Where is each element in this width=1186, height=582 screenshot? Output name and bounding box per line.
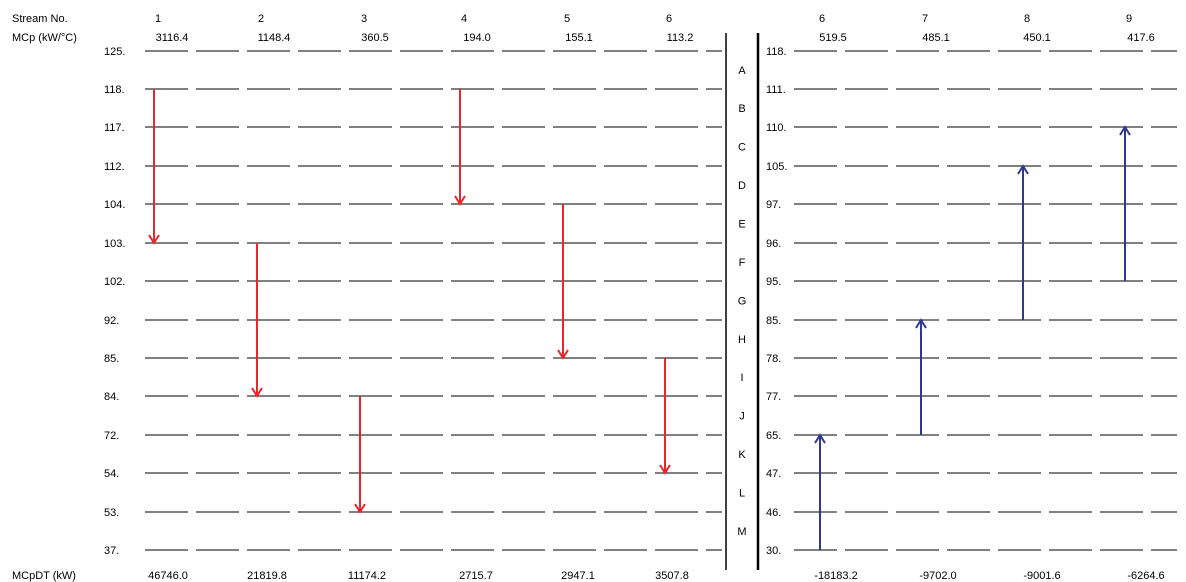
cold-temp-label: 105.	[766, 161, 787, 173]
hot-stream-arrowhead	[354, 503, 366, 514]
hot-stream-mcpdt: 46746.0	[148, 570, 188, 582]
cold-temp-label: 47.	[766, 468, 781, 480]
hot-stream-number: 1	[155, 13, 161, 25]
interval-letters: A B C D E F G H I J K L M	[737, 65, 746, 538]
hot-temp-label: 53.	[104, 507, 119, 519]
hot-temp-label: 117.	[104, 122, 125, 134]
interval-letter: K	[738, 449, 746, 461]
hot-cold-divider	[725, 33, 760, 570]
hot-stream-mcpdt: 2715.7	[459, 570, 493, 582]
hot-stream-mcp: 155.1	[565, 32, 593, 44]
hot-temp-label: 54.	[104, 468, 119, 480]
interval-letter: L	[739, 488, 745, 500]
hot-stream-mcpdt: 3507.8	[655, 570, 689, 582]
interval-letter: M	[737, 526, 746, 538]
cold-stream-mcp: 417.6	[1127, 32, 1155, 44]
cold-stream-number: 8	[1024, 13, 1030, 25]
stream-headers: 1 3116.4 46746.0 2 1148.4 21819.8 3 360.5 11174.…	[148, 13, 1165, 582]
cold-stream-mcp: 485.1	[922, 32, 950, 44]
hot-stream-arrowhead	[454, 195, 466, 206]
cold-temp-label: 118.	[766, 46, 787, 58]
interval-letter: G	[738, 296, 747, 308]
hot-temp-label: 85.	[104, 353, 119, 365]
cold-stream-mcpdt: -9702.0	[919, 570, 956, 582]
hot-stream-mcp: 113.2	[667, 32, 694, 44]
cold-stream-mcp: 519.5	[819, 32, 847, 44]
hot-stream-mcp: 1148.4	[258, 32, 291, 44]
hot-temp-label: 103.	[104, 238, 125, 250]
hot-temp-label: 125.	[104, 46, 125, 58]
interval-letter: I	[740, 372, 743, 384]
cold-stream-arrowhead	[915, 318, 927, 329]
cold-stream-arrowhead	[814, 433, 826, 444]
hot-stream-number: 6	[666, 13, 672, 25]
cold-stream-number: 9	[1126, 13, 1132, 25]
mcp-label: MCp (kW/°C)	[12, 32, 77, 44]
hot-stream-mcp: 3116.4	[156, 32, 189, 44]
cold-temp-label: 65.	[766, 430, 781, 442]
hot-stream-mcpdt: 2947.1	[561, 570, 595, 582]
cold-stream-mcpdt: -9001.6	[1023, 570, 1060, 582]
cold-stream-mcpdt: -18183.2	[814, 570, 857, 582]
hot-stream-mcp: 194.0	[463, 32, 491, 44]
cold-temp-label: 85.	[766, 315, 781, 327]
cold-stream-mcp: 450.1	[1023, 32, 1051, 44]
cold-temp-label: 97.	[766, 199, 781, 211]
hot-stream-arrowhead	[251, 387, 263, 398]
cold-temp-label: 78.	[766, 353, 781, 365]
cold-temp-label: 46.	[766, 507, 781, 519]
hot-stream-mcpdt: 11174.2	[348, 570, 386, 582]
hot-temp-label: 112.	[104, 161, 125, 173]
interval-letter: E	[738, 219, 745, 231]
hot-temp-label: 102.	[104, 276, 125, 288]
interval-letter: J	[739, 411, 745, 423]
hot-temp-label: 118.	[104, 84, 125, 96]
stream-no-label: Stream No.	[12, 13, 68, 25]
temperature-labels: 125. 118. 117. 112. 104. 103. 102. 92. 85. 84. 72.…	[104, 46, 787, 557]
cold-stream-number: 7	[922, 13, 928, 25]
cold-stream-number: 6	[819, 13, 825, 25]
cold-temp-label: 95.	[766, 276, 781, 288]
hot-stream-number: 2	[258, 13, 264, 25]
hot-temp-label: 84.	[104, 391, 119, 403]
cold-temp-label: 96.	[766, 238, 781, 250]
cold-stream-arrowhead	[1017, 164, 1029, 175]
hot-stream-mcpdt: 21819.8	[247, 570, 287, 582]
cold-temp-label: 77.	[766, 391, 781, 403]
interval-letter: C	[738, 142, 746, 154]
hot-stream-number: 3	[361, 13, 367, 25]
hot-temp-label: 92.	[104, 315, 119, 327]
interval-gridlines	[145, 50, 1177, 551]
hot-stream-number: 5	[564, 13, 570, 25]
hot-stream-arrowhead	[148, 234, 160, 245]
cold-temp-label: 110.	[766, 122, 787, 134]
interval-letter: F	[739, 257, 746, 269]
interval-letter: H	[738, 334, 746, 346]
cold-temp-label: 30.	[766, 545, 781, 557]
hot-temp-label: 72.	[104, 430, 119, 442]
hot-stream-number: 4	[461, 13, 467, 25]
interval-letter: D	[738, 180, 746, 192]
hot-temp-label: 104.	[104, 199, 125, 211]
cold-stream-arrowhead	[1119, 125, 1131, 136]
stream-arrows	[148, 89, 1131, 550]
interval-letter: A	[738, 65, 746, 77]
interval-letter: B	[738, 103, 745, 115]
cold-temp-label: 111.	[766, 84, 786, 96]
hot-stream-arrowhead	[659, 464, 671, 475]
hot-stream-mcp: 360.5	[361, 32, 389, 44]
mcpdt-label: MCpDT (kW)	[12, 570, 76, 582]
hot-temp-label: 37.	[104, 545, 119, 557]
cold-stream-mcpdt: -6264.6	[1127, 570, 1164, 582]
hot-stream-arrowhead	[557, 349, 569, 360]
